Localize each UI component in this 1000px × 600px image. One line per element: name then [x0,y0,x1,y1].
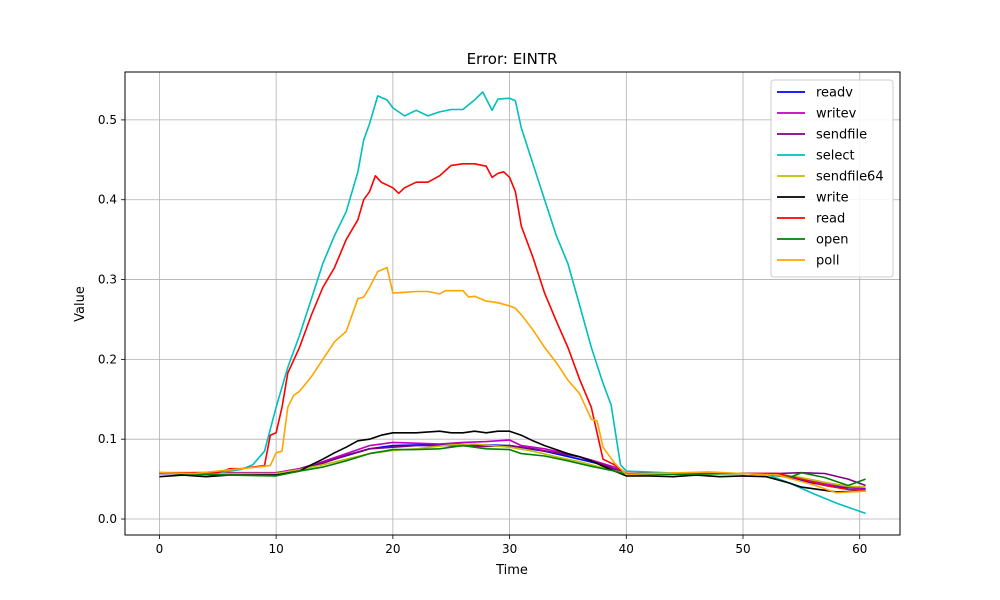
legend-label-write: write [816,191,849,206]
x-tick-label: 50 [735,542,750,556]
y-tick-label: 0.4 [98,193,117,207]
y-tick-label: 0.5 [98,113,117,127]
x-tick-label: 10 [269,542,284,556]
grid-lines [125,72,900,535]
series-line-poll [159,266,866,494]
series-line-sendfile [159,444,866,487]
legend-label-open: open [816,233,848,248]
series-line-read [159,163,866,492]
legend-label-readv: readv [816,86,853,101]
y-axis-label: Value [73,286,88,322]
chart-title: Error: EINTR [467,50,558,68]
series-line-write [159,430,866,493]
x-tick-label: 20 [385,542,400,556]
legend-label-writev: writev [816,107,857,122]
legend-label-sendfile: sendfile [816,128,867,143]
y-tick-label: 0.0 [98,512,117,526]
legend-label-read: read [816,212,845,227]
x-tick-label: 60 [852,542,867,556]
x-tick-label: 30 [502,542,517,556]
x-tick-label: 0 [156,542,164,556]
y-tick-label: 0.3 [98,273,117,287]
series-lines [159,91,866,515]
legend: readv writev sendfile select sendfile64 write… [770,79,894,278]
plot-frame [124,71,901,536]
legend-label-sendfile64: sendfile64 [816,170,884,185]
legend-label-poll: poll [816,254,839,269]
legend-label-select: select [816,149,855,164]
y-tick-label: 0.1 [98,432,117,446]
x-tick-label: 40 [619,542,634,556]
series-line-select [159,91,866,515]
y-tick-label: 0.2 [98,352,117,366]
axis-ticks: 0 10 20 30 40 50 60 0.0 0.1 0.2 0.3 0.4 0.5 [98,113,867,556]
x-axis-label: Time [495,563,528,578]
legend-box [770,79,894,278]
